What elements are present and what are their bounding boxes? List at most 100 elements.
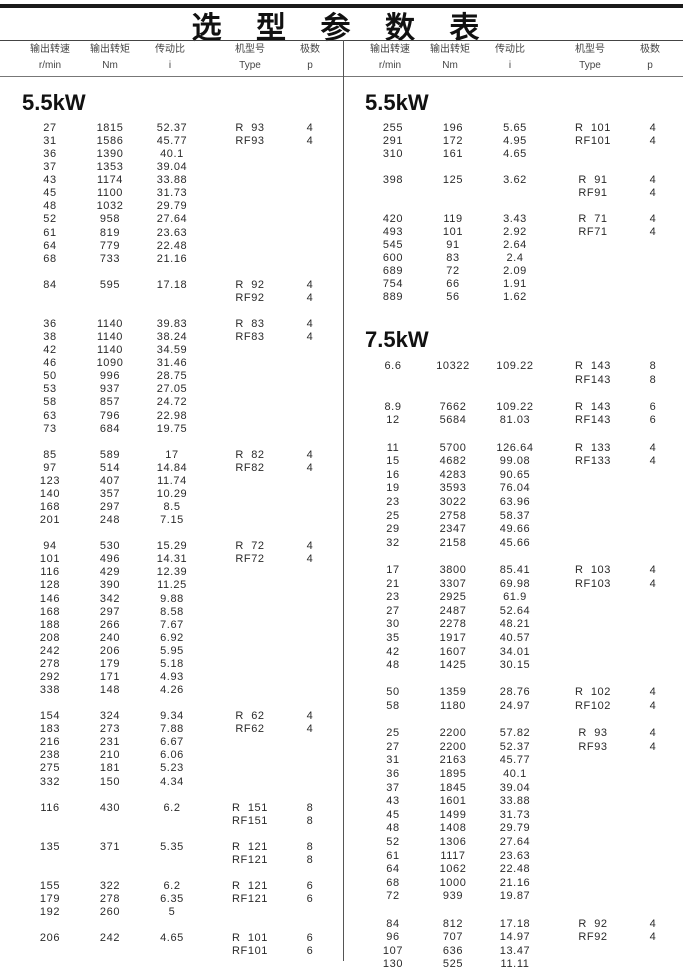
- cell-output-speed: 27: [386, 605, 400, 617]
- table-row: 493 101 2.92 RF71 4: [343, 226, 683, 239]
- cell-output-torque: 1917: [439, 632, 467, 644]
- cell-output-speed: 35: [386, 632, 400, 644]
- cell-output-speed: 255: [382, 122, 404, 134]
- cell-output-speed: 42: [43, 344, 57, 356]
- cell-output-speed: 168: [39, 501, 61, 513]
- column-divider: [343, 40, 344, 961]
- cell-output-speed: 84: [386, 918, 400, 930]
- cell-poles: 6: [649, 401, 657, 413]
- table-row: 332 150 4.34: [0, 776, 340, 789]
- power-section-title: 5.5kW: [365, 90, 429, 115]
- table-row: 64 1062 22.48: [343, 863, 683, 876]
- table-row: RF143 8: [343, 374, 683, 387]
- cell-output-torque: 636: [442, 945, 464, 957]
- cell-ratio: 6.35: [160, 893, 184, 905]
- table-row: 116 430 6.2 R 151 8: [0, 802, 340, 815]
- cell-ratio: 6.67: [160, 736, 184, 748]
- cell-output-speed: 31: [43, 135, 57, 147]
- cell-output-speed: 238: [39, 749, 61, 761]
- cell-ratio: 28.75: [156, 370, 188, 382]
- cell-output-torque: 196: [442, 122, 464, 134]
- cell-type: RF92: [578, 931, 608, 943]
- cell-ratio: 4.65: [503, 148, 527, 160]
- cell-output-speed: 21: [386, 578, 400, 590]
- cell-output-torque: 5700: [439, 442, 467, 454]
- cell-output-speed: 68: [386, 877, 400, 889]
- table-row: 130 525 11.11: [343, 958, 683, 971]
- table-row: 36 1895 40.1: [343, 768, 683, 781]
- cell-ratio: 15.29: [156, 540, 188, 552]
- cell-output-speed: 58: [43, 396, 57, 408]
- header-unit: p: [307, 60, 313, 71]
- cell-ratio: 14.31: [156, 553, 188, 565]
- header-unit: Type: [239, 60, 261, 71]
- cell-output-torque: 2347: [439, 523, 467, 535]
- top-rule: [0, 4, 683, 8]
- cell-poles: 4: [649, 442, 657, 454]
- cell-ratio: 40.1: [503, 768, 527, 780]
- cell-poles: 4: [649, 122, 657, 134]
- cell-output-torque: 939: [442, 890, 464, 902]
- cell-type: RF101: [574, 135, 612, 147]
- table-row: 292 171 4.93: [0, 671, 340, 684]
- cell-output-torque: 1601: [439, 795, 467, 807]
- cell-type: RF71: [578, 226, 608, 238]
- cell-output-torque: 150: [99, 776, 121, 788]
- cell-output-speed: 116: [40, 802, 60, 814]
- header-unit: Nm: [102, 60, 118, 71]
- header-label: 机型号: [235, 44, 265, 55]
- header-unit: Nm: [442, 60, 458, 71]
- cell-output-speed: 154: [39, 710, 61, 722]
- table-row: 58 1180 24.97 RF102 4: [343, 700, 683, 713]
- cell-ratio: 63.96: [499, 496, 531, 508]
- cell-poles: 8: [306, 802, 314, 814]
- cell-ratio: 40.1: [160, 148, 184, 160]
- table-row: 27 2487 52.64: [343, 605, 683, 618]
- cell-type: R 71: [578, 213, 608, 225]
- cell-output-torque: 278: [99, 893, 121, 905]
- cell-output-torque: 595: [99, 279, 121, 291]
- header-poles: 极数 p: [280, 42, 340, 74]
- cell-ratio: 1.62: [503, 291, 527, 303]
- table-row: 25 2200 57.82 R 93 4: [343, 727, 683, 740]
- table-row: 754 66 1.91: [343, 278, 683, 291]
- table-row: 52 1306 27.64: [343, 836, 683, 849]
- header-label: 极数: [640, 44, 660, 55]
- cell-output-speed: 38: [43, 331, 57, 343]
- cell-output-speed: 43: [43, 174, 57, 186]
- table-row: RF91 4: [343, 187, 683, 200]
- cell-ratio: 109.22: [496, 401, 534, 413]
- cell-output-speed: 291: [382, 135, 404, 147]
- cell-ratio: 45.77: [499, 754, 531, 766]
- cell-output-torque: 1408: [439, 822, 467, 834]
- cell-ratio: 22.48: [499, 863, 531, 875]
- cell-output-speed: 48: [386, 822, 400, 834]
- cell-output-torque: 240: [99, 632, 121, 644]
- cell-ratio: 13.47: [499, 945, 531, 957]
- table-row: 48 1408 29.79: [343, 822, 683, 835]
- cell-output-torque: 707: [442, 931, 464, 943]
- cell-ratio: 23.63: [499, 850, 531, 862]
- cell-ratio: 31.46: [156, 357, 188, 369]
- cell-ratio: 81.03: [499, 414, 531, 426]
- cell-type: RF93: [235, 135, 265, 147]
- cell-output-speed: 179: [39, 893, 61, 905]
- header-unit: p: [647, 60, 653, 71]
- power-section-title: 7.5kW: [365, 327, 429, 352]
- cell-output-torque: 1032: [96, 200, 124, 212]
- cell-ratio: 2.4: [506, 252, 524, 264]
- cell-ratio: 6.2: [163, 802, 181, 814]
- cell-ratio: 2.92: [503, 226, 527, 238]
- cell-type: RF121: [231, 893, 269, 905]
- header-output-torque: 输出转矩 Nm: [80, 42, 140, 74]
- table-row: 216 231 6.67: [0, 736, 340, 749]
- cell-poles: 4: [306, 122, 314, 134]
- table-row: 42 1140 34.59: [0, 344, 340, 357]
- cell-output-torque: 324: [99, 710, 121, 722]
- cell-ratio: 4.34: [160, 776, 184, 788]
- cell-output-speed: 128: [39, 579, 61, 591]
- table-row: 12 5684 81.03 RF143 6: [343, 414, 683, 427]
- cell-ratio: 19.75: [156, 423, 188, 435]
- table-row: 85 589 17 R 82 4: [0, 449, 340, 462]
- cell-output-speed: 42: [386, 646, 400, 658]
